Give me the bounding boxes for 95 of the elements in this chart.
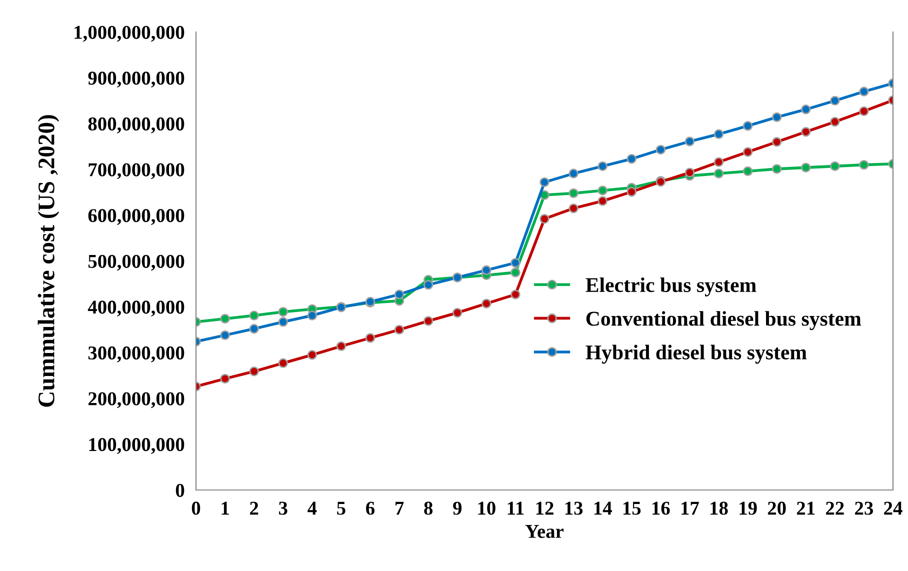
point [742, 166, 753, 176]
x-tick-label: 17 [682, 502, 699, 515]
y-tick-label: 700,000,000 [88, 163, 184, 180]
point [714, 129, 724, 139]
x-tick-label: 15 [623, 502, 641, 515]
point [423, 280, 434, 290]
point [568, 203, 578, 214]
x-tick-label: 23 [855, 502, 874, 515]
point [684, 136, 695, 146]
x-tick-label: 24 [884, 502, 902, 515]
x-tick-label: 11 [508, 502, 524, 515]
point [626, 154, 636, 164]
point [859, 106, 869, 116]
point [568, 188, 578, 198]
point [742, 147, 753, 157]
point [220, 374, 230, 384]
point [336, 341, 346, 352]
point [801, 126, 811, 137]
point [540, 177, 550, 188]
x-tick-label: 9 [453, 502, 462, 515]
x-tick-label: 20 [768, 502, 786, 515]
point [772, 112, 782, 122]
point [482, 265, 492, 276]
y-tick-label: 200,000,000 [88, 392, 184, 408]
point [859, 86, 869, 96]
point [307, 310, 318, 320]
point [278, 358, 288, 368]
point [249, 366, 259, 376]
point [365, 333, 376, 343]
point [220, 330, 230, 340]
y-tick-label: 1,000,000,000 [74, 26, 184, 42]
x-tick-label: 2 [250, 502, 258, 515]
point [742, 121, 753, 131]
point [772, 137, 782, 147]
x-tick-label: 0 [192, 502, 200, 515]
x-tick-label: 8 [424, 502, 433, 515]
x-tick-label: 12 [536, 502, 554, 515]
point [423, 316, 434, 326]
point [830, 161, 840, 172]
point [801, 162, 811, 172]
legend-label: Conventional diesel bus system [586, 311, 862, 330]
point [598, 196, 608, 206]
point [249, 310, 259, 320]
point [220, 314, 230, 324]
x-tick-label: 13 [565, 502, 583, 515]
point [510, 258, 520, 268]
point [249, 324, 259, 334]
point [540, 214, 550, 224]
point [684, 168, 695, 178]
point [714, 168, 724, 178]
y-tick-label: 500,000,000 [88, 254, 184, 271]
point [394, 324, 404, 335]
x-tick-label: 10 [478, 502, 496, 515]
point [307, 350, 318, 360]
x-tick-label: 14 [594, 502, 612, 515]
point [568, 168, 578, 178]
point [830, 116, 840, 127]
point [714, 157, 724, 167]
x-tick-label: 16 [652, 502, 670, 515]
y-tick-label: 0 [176, 484, 184, 497]
point [452, 308, 462, 318]
y-axis-title: Cummulative cost (US ,2020) [38, 115, 60, 407]
point [598, 161, 608, 172]
point [656, 144, 666, 155]
y-tick-label: 800,000,000 [88, 117, 184, 134]
point [772, 164, 782, 174]
point [510, 290, 520, 300]
x-tick-label: 22 [826, 502, 844, 515]
x-tick-label: 19 [740, 502, 757, 515]
y-tick-label: 400,000,000 [88, 300, 184, 317]
point [278, 306, 288, 317]
point [801, 104, 811, 114]
x-tick-label: 5 [337, 502, 346, 515]
x-tick-label: 18 [710, 502, 728, 515]
legend-label: Electric bus system [586, 277, 756, 296]
x-tick-label: 4 [308, 502, 317, 515]
point [510, 268, 520, 278]
point [482, 298, 492, 308]
x-tick-label: 7 [396, 502, 404, 515]
point [626, 186, 636, 197]
x-tick-label: 6 [366, 502, 375, 515]
point [598, 186, 608, 196]
y-tick-label: 300,000,000 [88, 346, 184, 362]
y-tick-label: 100,000,000 [89, 438, 184, 454]
point [278, 317, 288, 327]
point [859, 160, 869, 170]
x-tick-label: 1 [222, 502, 229, 515]
y-tick-label: 900,000,000 [88, 72, 184, 88]
y-tick-label: 600,000,000 [88, 209, 184, 225]
point [830, 96, 840, 106]
legend-label: Hybrid diesel bus system [586, 344, 807, 364]
x-tick-label: 21 [796, 502, 815, 515]
x-tick-label: 3 [278, 502, 288, 515]
point [394, 290, 404, 300]
x-axis-title: Year [525, 525, 564, 538]
